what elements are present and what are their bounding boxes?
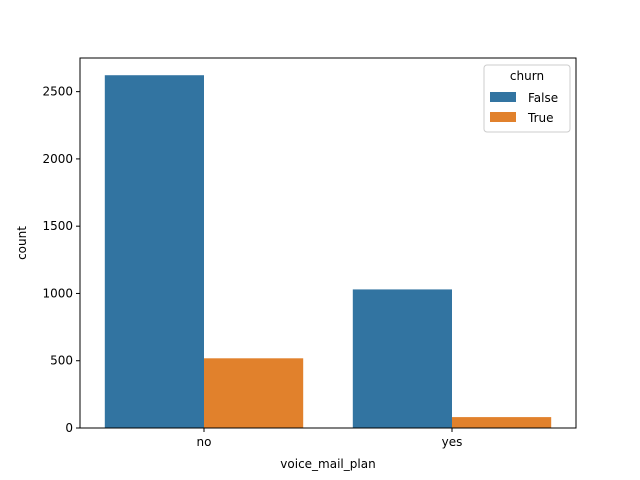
y-tick-label: 1500 — [42, 219, 73, 233]
legend-title: churn — [510, 69, 544, 83]
y-axis-label: count — [15, 226, 29, 260]
legend-label-true: True — [527, 111, 554, 125]
bar-yes-false — [352, 289, 452, 428]
y-tick-label: 2000 — [42, 152, 73, 166]
legend: churn False True — [483, 64, 571, 133]
bar-yes-true — [452, 417, 552, 428]
x-tick-label: no — [197, 435, 212, 449]
x-tick-label: yes — [442, 435, 463, 449]
y-tick-label: 0 — [65, 421, 73, 435]
y-tick-label: 2500 — [42, 85, 73, 99]
y-tick-label: 1000 — [42, 286, 73, 300]
bar-no-false — [104, 75, 204, 429]
plot-frame — [79, 57, 577, 429]
y-tick-label: 500 — [50, 354, 73, 368]
legend-label-false: False — [528, 91, 558, 105]
legend-swatch-false — [490, 92, 516, 102]
x-axis-label: voice_mail_plan — [280, 457, 375, 471]
bar-no-true — [204, 358, 304, 428]
y-axis-ticks: 0 500 1000 1500 2000 2500 — [42, 85, 80, 435]
legend-swatch-true — [490, 112, 516, 122]
bars-group — [104, 75, 552, 429]
x-axis-ticks: no yes — [197, 428, 463, 449]
